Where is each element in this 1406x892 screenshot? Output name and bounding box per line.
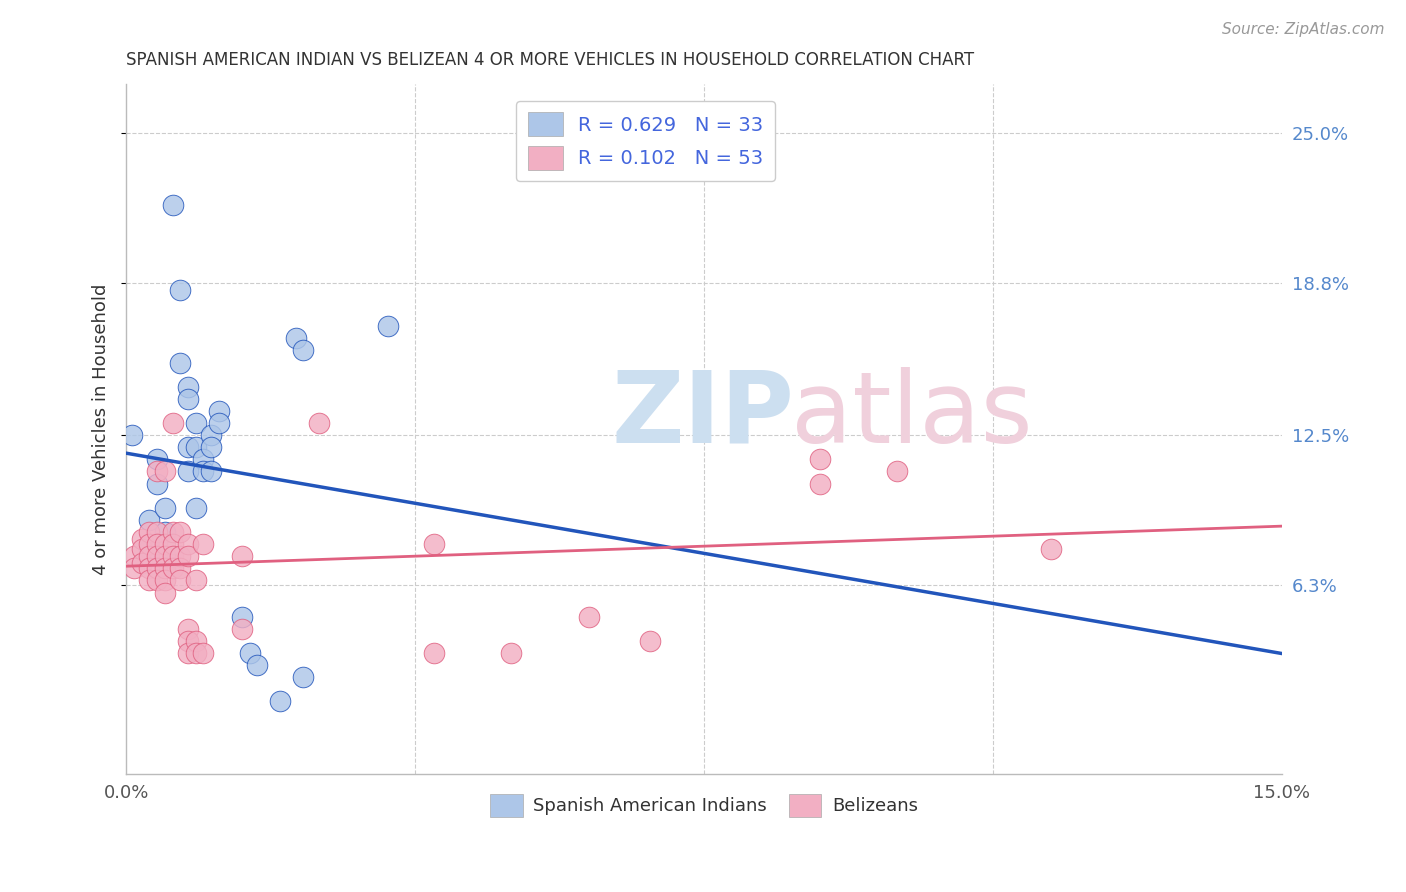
Point — [162, 416, 184, 430]
Point — [153, 549, 176, 564]
Point — [146, 476, 169, 491]
Point — [184, 634, 207, 648]
Point — [131, 533, 153, 547]
Point — [177, 549, 200, 564]
Point — [146, 561, 169, 575]
Point — [292, 670, 315, 684]
Point — [153, 524, 176, 539]
Point — [177, 634, 200, 648]
Point — [153, 537, 176, 551]
Point — [169, 574, 191, 588]
Point — [169, 561, 191, 575]
Point — [162, 524, 184, 539]
Point — [231, 622, 253, 636]
Point — [423, 646, 446, 660]
Point — [162, 561, 184, 575]
Point — [162, 198, 184, 212]
Point — [153, 574, 176, 588]
Point — [162, 549, 184, 564]
Point — [208, 404, 231, 418]
Point — [200, 440, 222, 454]
Point — [231, 609, 253, 624]
Text: Source: ZipAtlas.com: Source: ZipAtlas.com — [1222, 22, 1385, 37]
Point — [193, 465, 215, 479]
Point — [808, 476, 831, 491]
Y-axis label: 4 or more Vehicles in Household: 4 or more Vehicles in Household — [93, 284, 110, 574]
Point — [200, 465, 222, 479]
Point — [153, 585, 176, 599]
Point — [177, 380, 200, 394]
Point — [138, 513, 160, 527]
Point — [1039, 541, 1062, 556]
Point — [169, 524, 191, 539]
Point — [146, 452, 169, 467]
Point — [169, 549, 191, 564]
Point — [284, 331, 307, 345]
Point — [177, 465, 200, 479]
Point — [184, 574, 207, 588]
Point — [501, 646, 523, 660]
Point — [193, 452, 215, 467]
Text: SPANISH AMERICAN INDIAN VS BELIZEAN 4 OR MORE VEHICLES IN HOUSEHOLD CORRELATION : SPANISH AMERICAN INDIAN VS BELIZEAN 4 OR… — [127, 51, 974, 69]
Point — [292, 343, 315, 358]
Point — [138, 541, 160, 556]
Point — [184, 500, 207, 515]
Point — [146, 537, 169, 551]
Point — [177, 537, 200, 551]
Point — [131, 541, 153, 556]
Point — [153, 465, 176, 479]
Point — [184, 440, 207, 454]
Point — [122, 549, 145, 564]
Point — [578, 609, 600, 624]
Point — [169, 355, 191, 369]
Point — [169, 283, 191, 297]
Point — [238, 646, 260, 660]
Legend: Spanish American Indians, Belizeans: Spanish American Indians, Belizeans — [482, 788, 925, 823]
Point — [146, 549, 169, 564]
Point — [184, 416, 207, 430]
Point — [121, 428, 143, 442]
Text: atlas: atlas — [790, 367, 1032, 464]
Point — [146, 465, 169, 479]
Point — [808, 452, 831, 467]
Point — [153, 549, 176, 564]
Point — [138, 574, 160, 588]
Point — [138, 524, 160, 539]
Point — [269, 694, 291, 708]
Point — [153, 561, 176, 575]
Point — [208, 416, 231, 430]
Point — [423, 537, 446, 551]
Text: ZIP: ZIP — [612, 367, 794, 464]
Point — [193, 646, 215, 660]
Point — [200, 428, 222, 442]
Point — [308, 416, 330, 430]
Point — [138, 537, 160, 551]
Point — [131, 557, 153, 571]
Point — [177, 392, 200, 406]
Point — [162, 537, 184, 551]
Point — [193, 537, 215, 551]
Point — [146, 524, 169, 539]
Point — [177, 440, 200, 454]
Point — [138, 549, 160, 564]
Point — [177, 646, 200, 660]
Point — [177, 622, 200, 636]
Point — [138, 561, 160, 575]
Point — [377, 319, 399, 334]
Point — [246, 658, 269, 673]
Point — [184, 646, 207, 660]
Point — [231, 549, 253, 564]
Point — [153, 500, 176, 515]
Point — [122, 561, 145, 575]
Point — [638, 634, 661, 648]
Point — [146, 574, 169, 588]
Point — [886, 465, 908, 479]
